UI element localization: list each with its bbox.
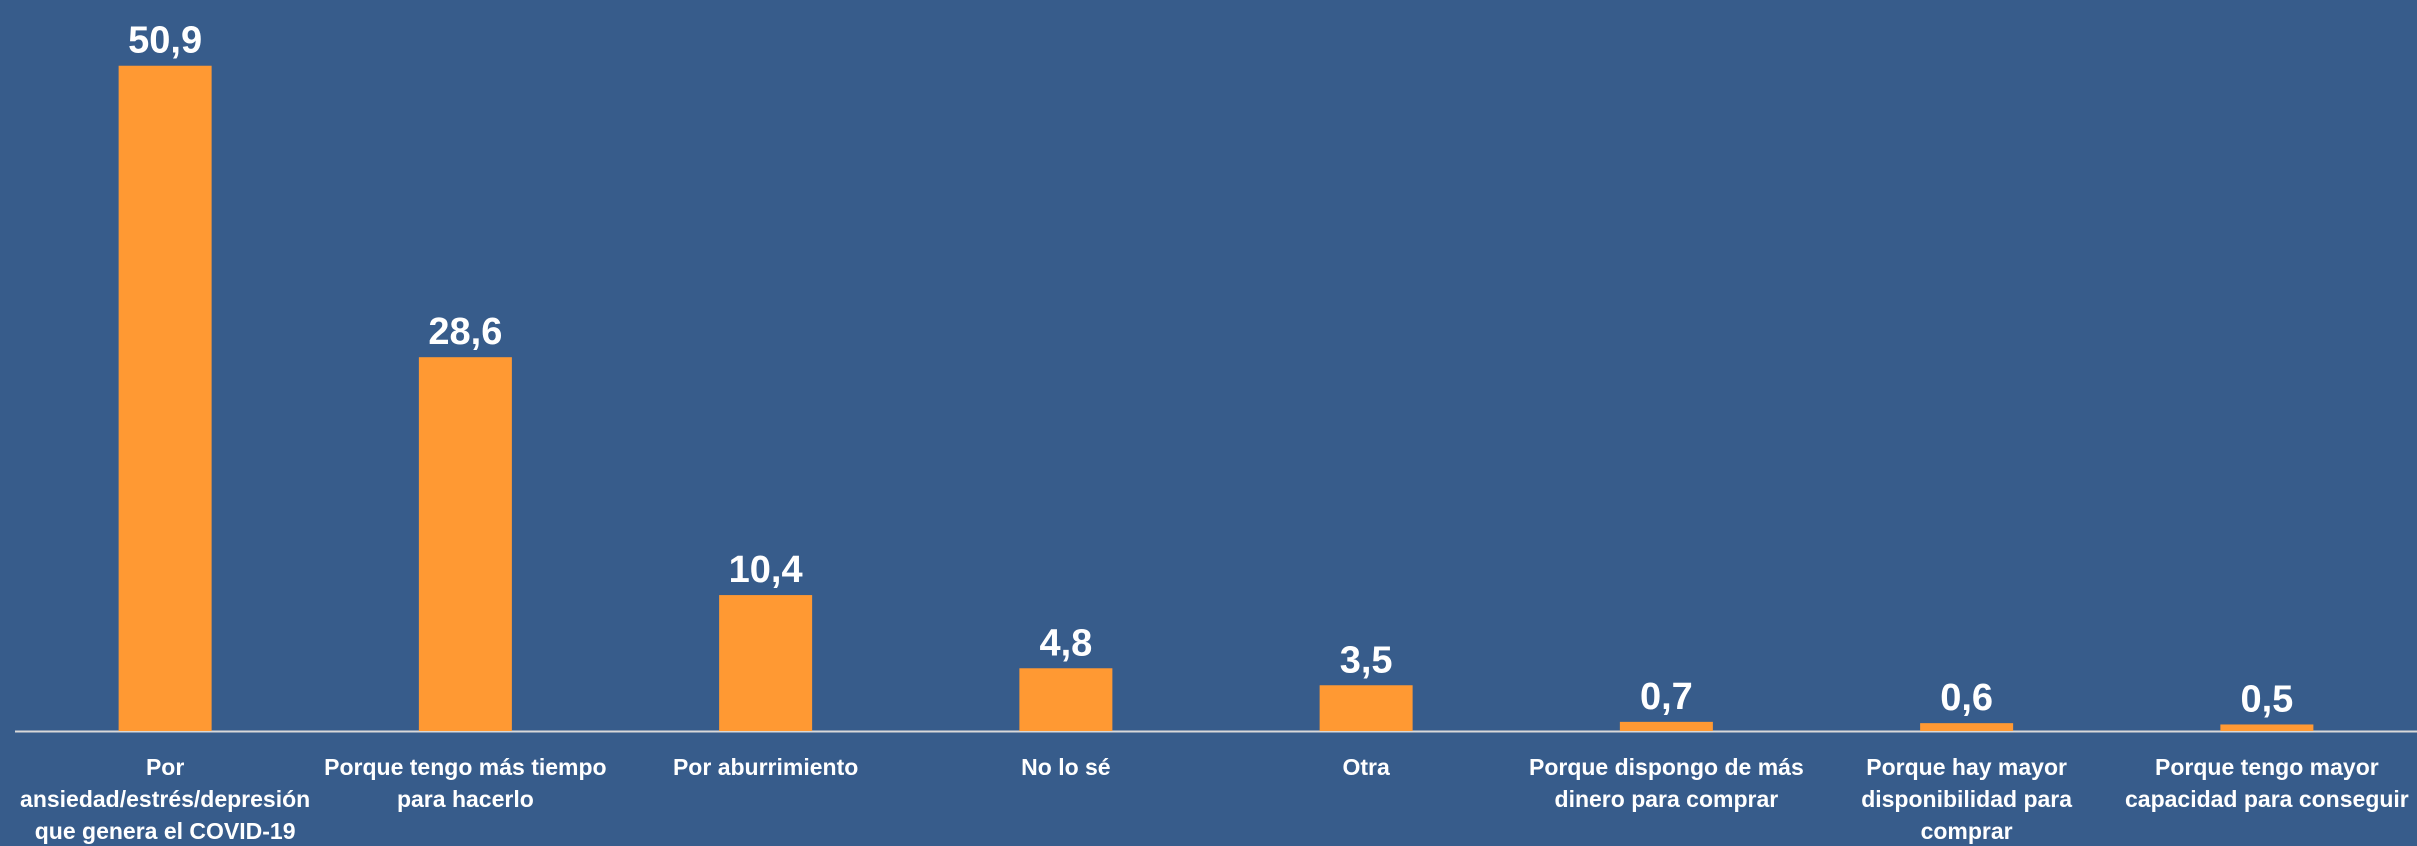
category-label-line: Porque tengo más tiempo bbox=[324, 754, 606, 780]
category-label-line: No lo sé bbox=[1021, 754, 1110, 780]
category-label-0: Por ansiedad/estrés/depresión que genera e… bbox=[20, 754, 310, 844]
category-label-line: que genera el COVID-19 bbox=[35, 818, 296, 844]
category-label-3: No lo sé bbox=[1021, 754, 1110, 780]
bar-4 bbox=[1319, 685, 1413, 731]
value-label-6: 0,6 bbox=[1940, 677, 1993, 719]
category-label-line: Por aburrimiento bbox=[673, 754, 858, 780]
value-label-3: 4,8 bbox=[1039, 622, 1092, 664]
category-label-line: Otra bbox=[1342, 754, 1390, 780]
value-label-5: 0,7 bbox=[1640, 676, 1693, 718]
category-label-2: Por aburrimiento bbox=[673, 754, 858, 780]
category-label-7: Porque tengo mayor capacidad para consegu… bbox=[2125, 754, 2409, 812]
category-label-6: Porque hay mayor disponibilidad para compr… bbox=[1861, 754, 2072, 844]
category-label-line: Porque dispongo de más bbox=[1529, 754, 1804, 780]
bar-7 bbox=[2220, 724, 2314, 731]
bar-3 bbox=[1019, 668, 1113, 731]
category-label-line: comprar bbox=[1921, 818, 2013, 844]
category-label-line: dinero para comprar bbox=[1555, 786, 1779, 812]
bars-group bbox=[118, 65, 2314, 731]
value-label-0: 50,9 bbox=[128, 20, 202, 62]
bar-1 bbox=[418, 357, 512, 731]
category-label-line: disponibilidad para bbox=[1861, 786, 2072, 812]
category-label-5: Porque dispongo de más dinero para compra… bbox=[1529, 754, 1804, 812]
category-label-4: Otra bbox=[1342, 754, 1390, 780]
bar-6 bbox=[1920, 723, 2014, 731]
bar-0 bbox=[118, 65, 212, 731]
category-label-1: Porque tengo más tiempo para hacerlo bbox=[324, 754, 606, 812]
category-label-line: ansiedad/estrés/depresión bbox=[20, 786, 310, 812]
bar-2 bbox=[719, 595, 813, 731]
value-label-4: 3,5 bbox=[1340, 639, 1393, 681]
category-label-line: Porque hay mayor bbox=[1866, 754, 2067, 780]
value-label-7: 0,5 bbox=[2240, 678, 2293, 720]
category-label-line: Porque tengo mayor bbox=[2155, 754, 2379, 780]
category-label-line: capacidad para conseguir bbox=[2125, 786, 2409, 812]
category-label-line: para hacerlo bbox=[397, 786, 534, 812]
bar-5 bbox=[1619, 721, 1713, 731]
value-label-2: 10,4 bbox=[729, 549, 803, 591]
category-labels-group: Por ansiedad/estrés/depresión que genera e… bbox=[20, 754, 2409, 844]
value-labels-group: 50,9 28,6 10,4 4,8 3,5 0,7 0,6 0,5 bbox=[128, 20, 2293, 721]
category-label-line: Por bbox=[146, 754, 184, 780]
value-label-1: 28,6 bbox=[428, 311, 502, 353]
